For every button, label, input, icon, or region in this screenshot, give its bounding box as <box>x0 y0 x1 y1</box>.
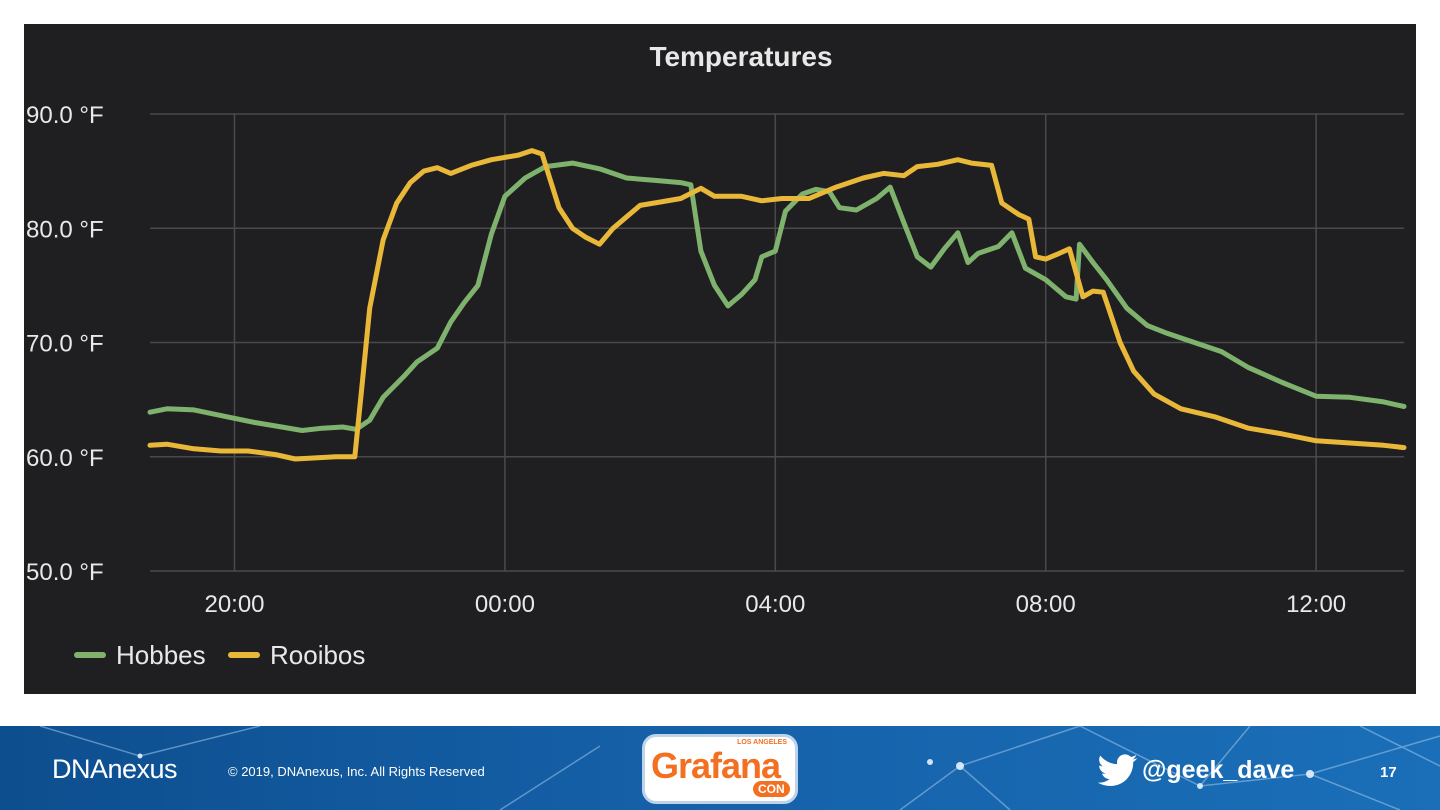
legend-label: Hobbes <box>116 640 206 670</box>
page-number: 17 <box>1380 764 1397 781</box>
temperature-chart: Temperatures 90.0 °F 80.0 °F 70.0 °F 60.0 °… <box>26 41 1407 670</box>
legend-swatch <box>74 652 106 658</box>
y-tick-label: 90.0 °F <box>26 102 104 129</box>
twitter-bird-icon <box>1098 754 1138 786</box>
series-line-rooibos <box>147 148 1407 462</box>
series-lines <box>147 148 1407 462</box>
x-tick-label: 12:00 <box>1286 591 1346 618</box>
y-tick-label: 70.0 °F <box>26 331 104 358</box>
x-tick-label: 00:00 <box>475 591 535 618</box>
legend-item-rooibos[interactable]: Rooibos <box>228 640 365 670</box>
y-axis: 90.0 °F 80.0 °F 70.0 °F 60.0 °F 50.0 °F <box>26 102 104 586</box>
network-background-graphic <box>39 726 1440 810</box>
twitter-handle: @geek_dave <box>1142 756 1295 784</box>
conference-logo: LOS ANGELES Grafana CON <box>642 734 798 804</box>
x-tick-label: 08:00 <box>1016 591 1076 618</box>
conference-logo-location: LOS ANGELES <box>737 739 787 746</box>
company-logo: DNAnexus <box>52 754 178 784</box>
conference-logo-word: Grafana <box>651 745 781 786</box>
legend-label: Rooibos <box>270 640 365 670</box>
x-axis: 20:00 00:00 04:00 08:00 12:00 <box>204 591 1346 618</box>
slide-footer: DNAnexus © 2019, DNAnexus, Inc. All Righ… <box>0 726 1440 810</box>
legend-item-hobbes[interactable]: Hobbes <box>74 640 206 670</box>
chart-title: Temperatures <box>649 41 832 72</box>
conference-logo-con: CON <box>753 781 790 797</box>
grid-lines <box>150 113 1404 572</box>
legend[interactable]: Hobbes Rooibos <box>74 640 365 670</box>
chart-panel: Temperatures 90.0 °F 80.0 °F 70.0 °F 60.0 °… <box>24 24 1416 694</box>
legend-swatch <box>228 652 260 658</box>
y-tick-label: 80.0 °F <box>26 216 104 243</box>
y-tick-label: 60.0 °F <box>26 445 104 472</box>
y-tick-label: 50.0 °F <box>26 559 104 586</box>
x-tick-label: 20:00 <box>204 591 264 618</box>
copyright-text: © 2019, DNAnexus, Inc. All Rights Reserv… <box>228 764 485 779</box>
series-line-hobbes <box>147 160 1407 433</box>
x-tick-label: 04:00 <box>745 591 805 618</box>
